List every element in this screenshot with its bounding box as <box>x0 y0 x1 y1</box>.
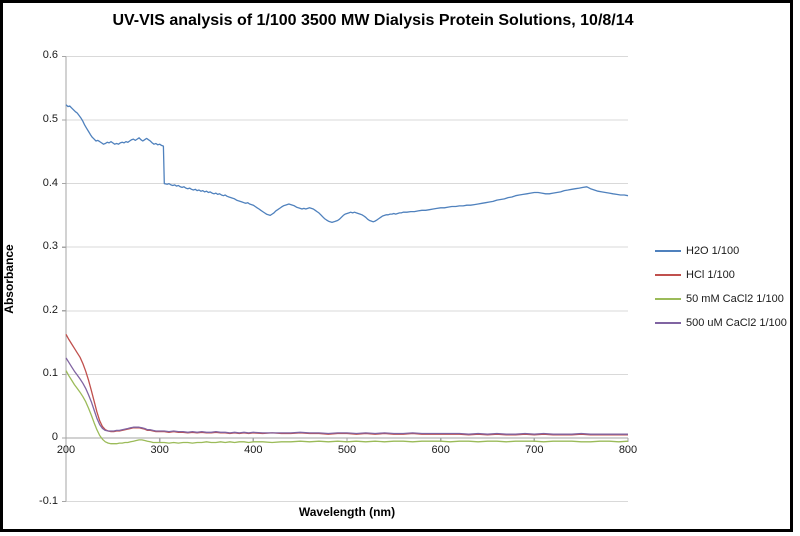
legend-label: H2O 1/100 <box>686 245 740 257</box>
series-line-3 <box>65 357 628 435</box>
y-tick-label: 0.5 <box>42 113 58 125</box>
legend-label: 500 uM CaCl2 1/100 <box>686 317 787 329</box>
legend: H2O 1/100 HCl 1/100 50 mM CaCl2 1/100 50… <box>655 239 787 335</box>
y-tick-label: 0.4 <box>42 176 58 189</box>
series-line-2 <box>65 370 629 445</box>
series-line-0 <box>65 104 629 224</box>
x-tick-label: 600 <box>431 444 450 456</box>
legend-item-500um-cacl2: 500 uM CaCl2 1/100 <box>655 311 787 335</box>
y-tick-label: 0.2 <box>42 303 58 316</box>
legend-line-swatch <box>655 322 681 324</box>
legend-item-hcl: HCl 1/100 <box>655 263 787 287</box>
legend-item-h2o: H2O 1/100 <box>655 239 787 263</box>
y-tick-label: 0 <box>51 431 58 443</box>
legend-label: HCl 1/100 <box>686 269 735 281</box>
legend-item-50mm-cacl2: 50 mM CaCl2 1/100 <box>655 287 787 311</box>
x-axis-title: Wavelength (nm) <box>298 505 396 519</box>
x-tick-label: 500 <box>337 444 357 456</box>
legend-line-swatch <box>655 250 681 252</box>
x-tick-label: 800 <box>618 444 638 456</box>
series-line-1 <box>65 333 628 436</box>
y-tick-label: 0.1 <box>42 367 58 380</box>
y-axis-title: Absorbance <box>2 244 16 314</box>
x-tick-label: 200 <box>56 444 76 456</box>
legend-line-swatch <box>655 274 681 276</box>
x-tick-label: 700 <box>525 444 544 456</box>
legend-label: 50 mM CaCl2 1/100 <box>686 293 784 305</box>
y-tick-label: 0.3 <box>42 240 58 253</box>
x-tick-label: 400 <box>244 444 263 456</box>
x-tick-label: 300 <box>150 444 169 456</box>
legend-line-swatch <box>655 298 681 300</box>
y-tick-label: -0.1 <box>39 494 58 507</box>
y-tick-label: 0.6 <box>42 49 58 62</box>
chart-title: UV-VIS analysis of 1/100 3500 MW Dialysi… <box>112 12 634 29</box>
